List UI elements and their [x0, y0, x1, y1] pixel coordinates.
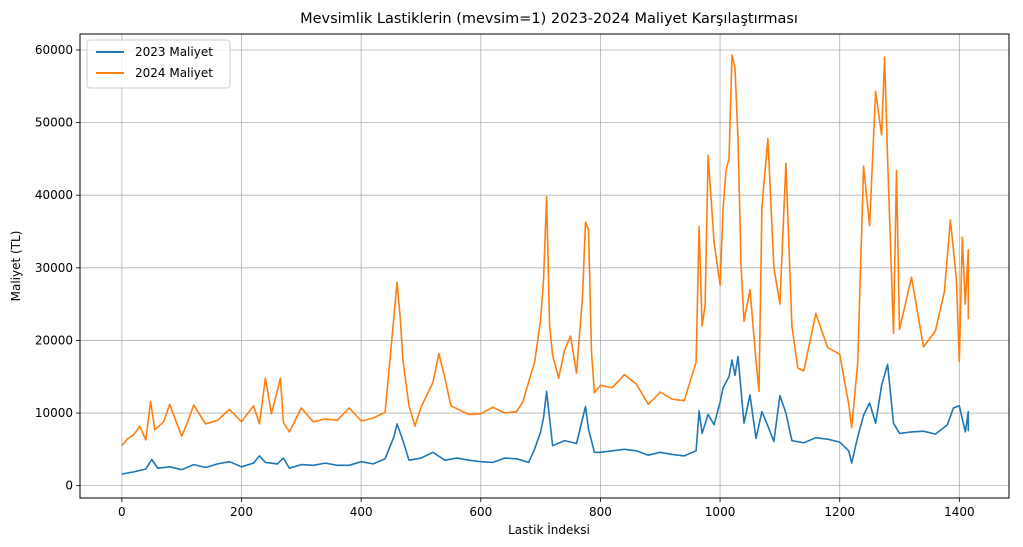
y-axis-ticks: 0 10000 20000 30000 40000 50000 60000	[35, 43, 80, 493]
x-tick-label: 1400	[944, 505, 975, 519]
x-tick-label: 1200	[824, 505, 855, 519]
x-tick-label: 400	[350, 505, 373, 519]
x-tick-label: 200	[230, 505, 253, 519]
x-tick-label: 600	[469, 505, 492, 519]
x-tick-label: 1000	[705, 505, 736, 519]
y-tick-label: 40000	[35, 188, 73, 202]
series-line-2023	[121, 355, 970, 475]
y-tick-label: 30000	[35, 261, 73, 275]
series-line-2024	[121, 54, 970, 447]
y-tick-label: 0	[65, 479, 73, 493]
plot-frame	[79, 33, 1010, 499]
y-tick-label: 50000	[35, 116, 73, 130]
y-axis-label: Maliyet (TL)	[9, 231, 23, 302]
series-lines	[121, 54, 970, 475]
y-tick-label: 60000	[35, 43, 73, 57]
x-tick-label: 800	[589, 505, 612, 519]
x-tick-label: 0	[118, 505, 126, 519]
y-tick-label: 10000	[35, 406, 73, 420]
y-tick-label: 20000	[35, 333, 73, 347]
legend: 2023 Maliyet 2024 Maliyet	[86, 39, 231, 89]
legend-label-2024: 2024 Maliyet	[135, 66, 213, 80]
x-axis-label: Lastik İndeksi	[508, 522, 590, 537]
x-axis-ticks: 0 200 400 600 800 1000 1200 1400	[118, 498, 975, 519]
chart-title: Mevsimlik Lastiklerin (mevsim=1) 2023-20…	[300, 11, 798, 27]
legend-label-2023: 2023 Maliyet	[135, 45, 213, 59]
